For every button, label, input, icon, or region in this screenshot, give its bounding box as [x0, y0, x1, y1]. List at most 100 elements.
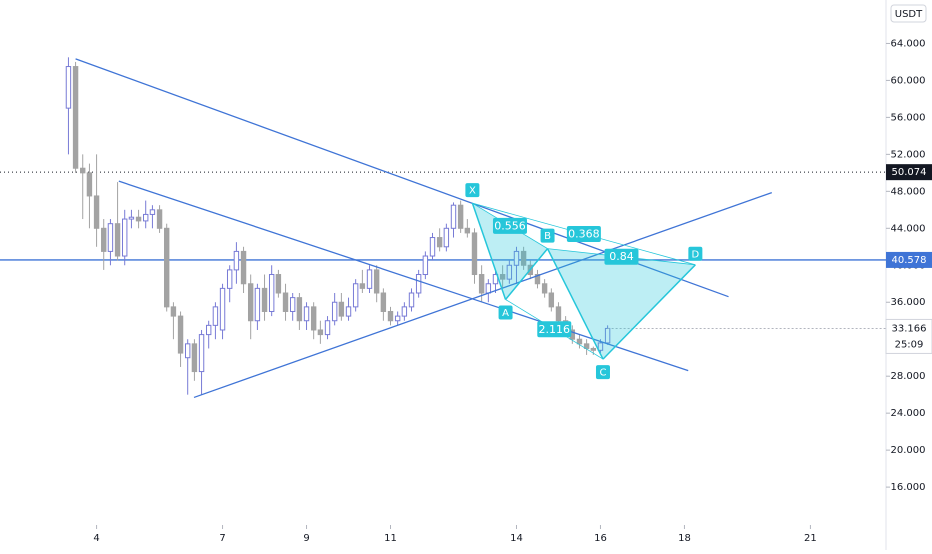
candle-body [499, 274, 506, 280]
candle-body [457, 204, 464, 229]
x-tick-label: 11 [384, 533, 397, 544]
candle-body [164, 227, 170, 308]
candle-body [212, 306, 219, 326]
candle-body [219, 287, 226, 331]
y-tick-label: 24.000 [891, 408, 926, 419]
candle-body [380, 292, 387, 312]
candle-body [352, 283, 359, 308]
y-tick-label: 52.000 [891, 149, 926, 160]
ratio-label: 0.368 [568, 227, 600, 240]
point-box [688, 246, 703, 261]
candle-body [387, 310, 394, 322]
candle-body [478, 274, 485, 294]
candle-body [247, 283, 254, 322]
candle-body [86, 172, 93, 197]
candle-body [422, 255, 429, 276]
candle-body [436, 237, 443, 248]
candle-body [135, 216, 142, 222]
candle-body [177, 315, 184, 354]
last-price-label: 33.166 [892, 323, 927, 334]
candle-body [240, 250, 247, 285]
y-tick-label: 56.000 [891, 112, 926, 123]
candle-body [310, 306, 317, 331]
y-tick-label: 16.000 [891, 482, 926, 493]
currency-box[interactable] [890, 4, 927, 23]
candle-body [590, 347, 597, 351]
candle-body [534, 274, 541, 285]
candle-body [198, 334, 205, 373]
candle-body [471, 232, 478, 276]
point-label: X [469, 186, 476, 197]
candle-body [317, 329, 324, 336]
candle-body [443, 227, 450, 248]
candle-body [408, 292, 415, 308]
ratio-box [566, 225, 601, 242]
candle-body [296, 297, 303, 322]
currency: USDT [895, 9, 923, 20]
candle-body [541, 283, 548, 294]
candle-body [275, 274, 282, 294]
candle-body [338, 301, 345, 317]
candle-body [520, 250, 527, 266]
candle-body [366, 269, 373, 289]
pattern-leg [504, 248, 549, 300]
pattern-area [547, 248, 696, 360]
point-box [595, 365, 610, 380]
ratio-box [537, 321, 572, 338]
candle-body [114, 223, 121, 257]
trend-line [193, 192, 773, 399]
point-label: D [692, 249, 700, 260]
countdown: 25:09 [895, 339, 924, 350]
y-tick-label: 36.000 [891, 297, 926, 308]
candle-body [261, 287, 268, 312]
candle-body [226, 269, 233, 289]
point-label: C [599, 368, 606, 379]
candle-body [597, 342, 604, 351]
x-tick-label: 16 [594, 533, 607, 544]
candle-body [583, 343, 590, 349]
candle-body [149, 209, 156, 215]
candle-body [401, 306, 408, 317]
ratio-box [604, 248, 639, 265]
price-tag [886, 251, 932, 268]
x-tick-label: 18 [678, 533, 691, 544]
y-tick-label: 28.000 [891, 371, 926, 382]
candle-body [80, 167, 86, 174]
candle-body [464, 227, 471, 234]
pattern-leg [602, 264, 696, 360]
candle-body [72, 66, 79, 169]
ratio-label: 2.116 [539, 323, 571, 336]
candle-body [548, 292, 555, 308]
price-tag [886, 164, 932, 181]
candle-body [128, 216, 135, 220]
candle-body [394, 315, 401, 322]
candle-body [107, 223, 114, 252]
y-tick-label: 48.000 [891, 186, 926, 197]
candle-body [513, 250, 520, 266]
y-tick-label: 44.000 [891, 223, 926, 234]
candle-body [93, 195, 100, 229]
pattern-leg [546, 248, 604, 360]
candle-body [303, 306, 310, 322]
pattern-area [472, 203, 548, 300]
candle-body [576, 338, 583, 345]
x-tick-label: 7 [219, 533, 225, 544]
candle-body [373, 269, 380, 294]
candle-body [485, 283, 492, 294]
candle-body [156, 209, 163, 229]
candle-body [555, 306, 562, 322]
candle-body [143, 213, 149, 222]
candle-body [415, 274, 422, 294]
candle-body [331, 301, 338, 322]
candle-body [282, 292, 289, 312]
candle-body [233, 250, 240, 271]
point-box [540, 228, 555, 243]
candle-body [122, 218, 128, 257]
x-tick-label: 9 [303, 533, 309, 544]
candle-body [506, 264, 513, 280]
x-tick-label: 21 [804, 533, 817, 544]
pattern-leg [471, 202, 507, 300]
candle-body [359, 283, 366, 289]
candle-body [191, 343, 198, 373]
